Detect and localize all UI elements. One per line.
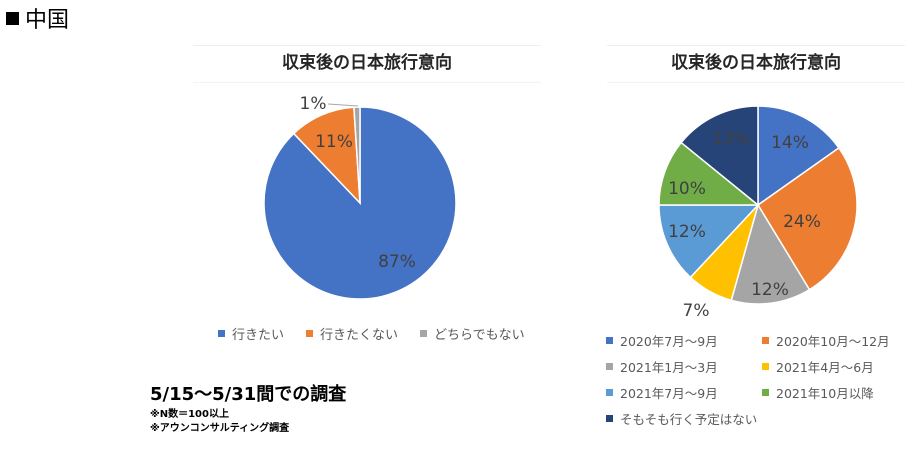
chart2-legend-item: 2020年7月～9月: [606, 331, 762, 350]
chart2-legend-item: 2021年10月以降: [762, 383, 912, 402]
chart2-data-label-2: 12%: [751, 280, 789, 300]
chart1-slice-0: [263, 106, 457, 300]
chart1-leader-line: [327, 103, 359, 107]
chart2-legend-label: 2021年1月～3月: [620, 360, 718, 375]
chart2-legend-item: 2021年7月～9月: [606, 383, 762, 402]
chart1-legend-label: 行きたくない: [320, 328, 399, 343]
chart2-legend: 2020年7月～9月 2020年10月～12月 2021年1月～3月 2021年4月～…: [606, 331, 912, 428]
chart1-title: 収束後の日本旅行意向: [282, 53, 452, 73]
survey-notes: 5/15～5/31間での調査 ※N数＝100以上 ※アウンコンサルティング調査: [150, 380, 346, 436]
chart1-legend-item: 行きたくない: [306, 324, 398, 343]
chart2-legend-item: 2021年4月～6月: [762, 357, 912, 376]
chart1-data-label-0: 87%: [378, 252, 416, 272]
chart2-slice-3: [689, 204, 759, 302]
chart2-legend-label: そもそも行く予定はない: [620, 412, 758, 427]
square-bullet-icon: [6, 11, 19, 25]
chart1-slice-2: [353, 106, 361, 204]
chart1-legend-label: 行きたい: [232, 328, 285, 343]
chart2-title-frame: [607, 45, 905, 83]
chart2-legend-swatch: [606, 389, 613, 396]
chart2-data-label-3: 7%: [683, 301, 710, 321]
chart2-legend-swatch: [606, 337, 613, 344]
chart1-legend-label: どちらでもない: [434, 328, 525, 343]
chart1-data-label-2: 1%: [300, 94, 327, 114]
chart2-legend-label: 2020年10月～12月: [776, 334, 890, 349]
chart2-title: 収束後の日本旅行意向: [671, 53, 841, 73]
chart1-legend-swatch: [218, 330, 225, 337]
chart2-legend-item: 2020年10月～12月: [762, 331, 912, 350]
chart1-legend-item: どちらでもない: [420, 324, 525, 343]
chart1-title-frame: [193, 45, 541, 83]
chart2-data-label-0: 14%: [771, 133, 809, 153]
chart2-slice-1: [756, 146, 858, 291]
chart2-legend-item: そもそも行く予定はない: [606, 409, 762, 428]
chart2-data-label-1: 24%: [783, 212, 821, 232]
chart1-legend-swatch: [306, 330, 314, 337]
chart2-slice-0: [757, 105, 840, 207]
sample-size-note: ※N数＝100以上: [150, 409, 229, 420]
chart2-legend-label: 2021年4月～6月: [776, 360, 874, 375]
chart2-slice-4: [658, 204, 760, 279]
chart2-data-label-4: 12%: [668, 222, 706, 242]
chart2-legend-swatch: [606, 363, 613, 370]
chart1-slice-1: [292, 106, 361, 206]
page-heading: 中国: [6, 2, 69, 34]
chart2-slice-2: [730, 203, 811, 305]
chart2-slice-6: [680, 105, 759, 207]
chart2-slice-5: [658, 141, 761, 206]
survey-period: 5/15～5/31間での調査: [150, 384, 347, 405]
chart2-legend-item: 2021年1月～3月: [606, 357, 762, 376]
chart1-data-label-1: 11%: [315, 132, 353, 152]
chart1-legend: 行きたい 行きたくない どちらでもない: [218, 324, 525, 343]
chart2-legend-swatch: [762, 363, 769, 370]
chart1-legend-item: 行きたい: [218, 324, 284, 343]
chart2-legend-label: 2021年10月以降: [776, 386, 874, 401]
chart2-legend-swatch: [606, 415, 613, 422]
chart2-data-label-6: 13%: [712, 129, 750, 149]
chart2-legend-label: 2021年7月～9月: [620, 386, 718, 401]
chart2-data-label-5: 10%: [668, 179, 706, 199]
chart2-legend-swatch: [762, 389, 769, 396]
page-heading-text: 中国: [25, 8, 70, 33]
chart2-legend-label: 2020年7月～9月: [620, 334, 718, 349]
chart2-legend-swatch: [762, 337, 769, 344]
chart1-legend-swatch: [420, 330, 428, 337]
source-note: ※アウンコンサルティング調査: [150, 423, 290, 434]
